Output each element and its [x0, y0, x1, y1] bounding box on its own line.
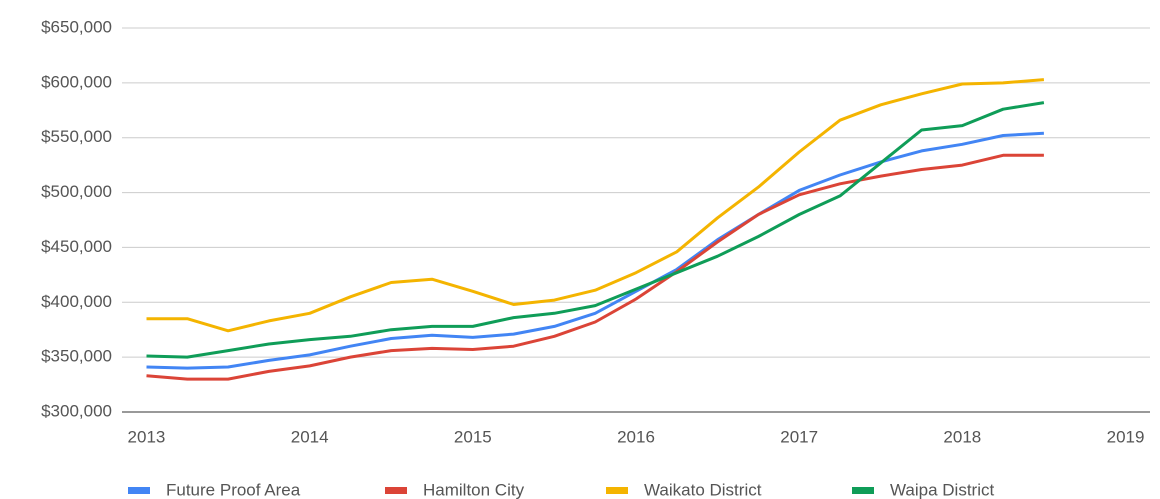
- y-tick-label: $450,000: [41, 237, 112, 256]
- x-tick-label: 2014: [291, 427, 329, 446]
- series-line: [146, 78, 1045, 333]
- legend-label: Waipa District: [890, 480, 994, 499]
- y-tick-label: $350,000: [41, 347, 112, 366]
- x-tick-label: 2017: [780, 427, 818, 446]
- y-tick-label: $600,000: [41, 72, 112, 91]
- y-tick-label: $650,000: [41, 17, 112, 36]
- y-tick-label: $400,000: [41, 292, 112, 311]
- legend-label: Hamilton City: [423, 480, 525, 499]
- legend-label: Future Proof Area: [166, 480, 301, 499]
- legend-swatch: [128, 487, 150, 494]
- x-tick-label: 2016: [617, 427, 655, 446]
- y-tick-label: $500,000: [41, 182, 112, 201]
- series-line: [146, 101, 1045, 359]
- x-tick-label: 2015: [454, 427, 492, 446]
- x-tick-label: 2013: [128, 427, 166, 446]
- legend-label: Waikato District: [644, 480, 762, 499]
- legend-swatch: [852, 487, 874, 494]
- series-line: [146, 153, 1044, 381]
- series-line: [146, 131, 1044, 370]
- x-tick-label: 2018: [943, 427, 981, 446]
- y-tick-label: $300,000: [41, 401, 112, 420]
- y-tick-label: $550,000: [41, 127, 112, 146]
- legend-swatch: [606, 487, 628, 494]
- x-tick-label: 2019: [1107, 427, 1145, 446]
- legend-swatch: [385, 487, 407, 494]
